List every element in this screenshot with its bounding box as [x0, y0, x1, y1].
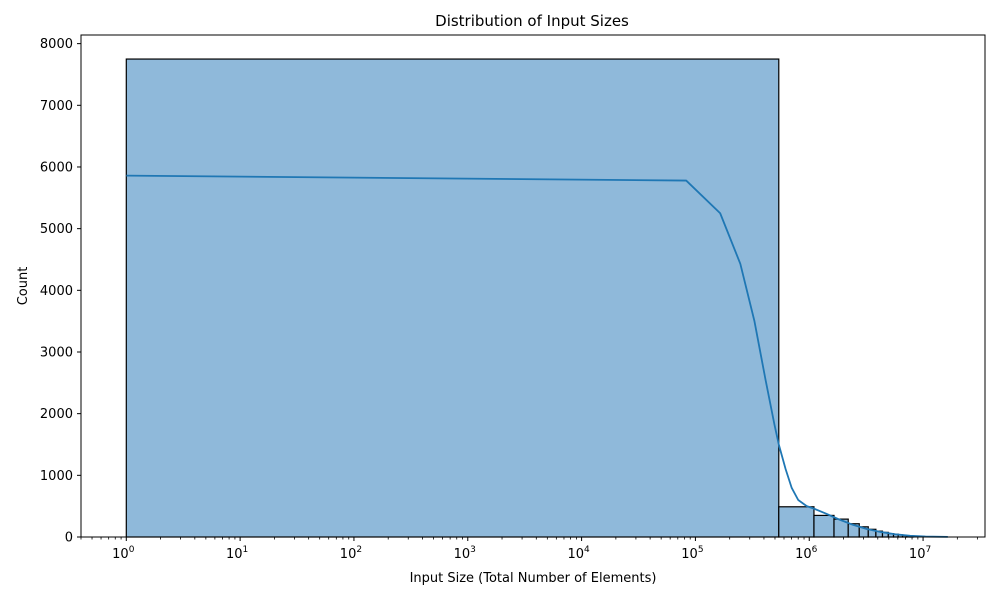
x-tick-label-1: 101: [226, 545, 248, 562]
histogram-bars: [125, 58, 915, 538]
x-tick-label-4: 104: [567, 545, 590, 562]
y-tick-label-6: 6000: [40, 160, 73, 175]
x-tick-label-6: 106: [795, 545, 818, 562]
chart-title: Distribution of Input Sizes: [435, 12, 629, 30]
x-axis-title: Input Size (Total Number of Elements): [410, 571, 657, 586]
x-tick-label-2: 102: [340, 545, 362, 562]
plot-frame: [80, 34, 986, 538]
y-axis-title: Count: [16, 267, 31, 306]
y-tick-label-5: 5000: [40, 222, 73, 237]
kde-line: [126, 174, 948, 538]
y-tick-label-4: 4000: [40, 284, 73, 299]
histogram-bar-1: [778, 506, 815, 538]
y-axis: 0 1000 2000 3000 4000 5000 6000 7000 8000: [40, 37, 81, 546]
histogram-bar-2: [813, 514, 835, 538]
x-tick-label-5: 105: [681, 545, 703, 562]
x-tick-label-0: 100: [112, 545, 135, 562]
x-axis: 100 101 102 103 104 105 106 107: [80, 537, 978, 562]
histogram-bar-0: [125, 58, 780, 538]
x-tick-label-3: 103: [454, 545, 476, 562]
y-tick-label-8: 8000: [40, 37, 73, 52]
y-tick-label-1: 1000: [40, 469, 73, 484]
y-tick-label-0: 0: [65, 531, 73, 546]
y-tick-label-7: 7000: [40, 99, 73, 114]
y-tick-label-3: 3000: [40, 345, 73, 360]
y-tick-label-2: 2000: [40, 407, 73, 422]
kde-curve-layer: [126, 174, 948, 538]
x-tick-label-7: 107: [909, 545, 931, 562]
